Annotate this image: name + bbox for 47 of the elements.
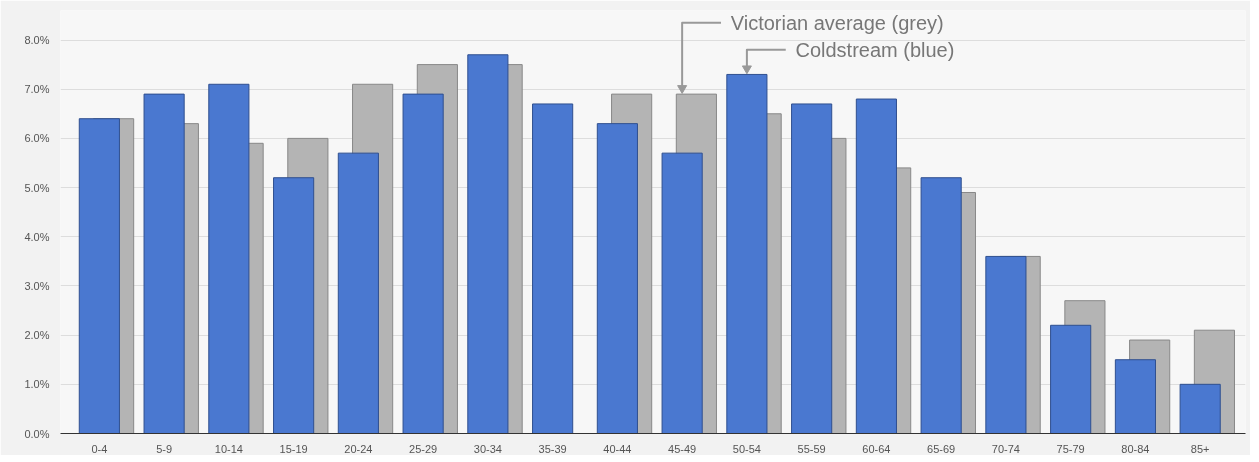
bar — [78, 118, 120, 434]
bar — [726, 73, 768, 434]
bar — [1050, 324, 1092, 434]
x-tick-label: 55-59 — [797, 442, 826, 455]
x-tick-label: 35-39 — [538, 442, 567, 455]
annotation: Victorian average (grey) — [730, 11, 944, 34]
bar — [661, 152, 703, 434]
bar — [337, 152, 379, 434]
x-tick-label: 10-14 — [214, 442, 243, 455]
y-tick-label: 5.0% — [24, 181, 50, 194]
x-tick-label: 65-69 — [927, 442, 956, 455]
bar — [985, 255, 1027, 434]
bar — [208, 83, 250, 434]
x-tick-label: 15-19 — [279, 442, 308, 455]
bar — [791, 103, 833, 434]
y-tick-label: 1.0% — [24, 378, 50, 391]
x-tick-label: 60-64 — [862, 442, 891, 455]
bar — [1179, 383, 1221, 434]
bar — [402, 93, 444, 434]
x-tick-label: 0-4 — [91, 442, 108, 455]
y-tick-label: 0.0% — [24, 427, 50, 440]
x-tick-label: 40-44 — [603, 442, 632, 455]
y-tick-label: 6.0% — [24, 132, 50, 145]
x-tick-label: 80-84 — [1121, 442, 1150, 455]
x-tick-label: 75-79 — [1056, 442, 1085, 455]
y-tick-label: 3.0% — [24, 279, 50, 292]
x-tick-label: 5-9 — [156, 442, 173, 455]
bar — [467, 54, 509, 434]
annotation: Coldstream (blue) — [795, 38, 955, 61]
x-tick-label: 20-24 — [344, 442, 373, 455]
y-tick-label: 2.0% — [24, 329, 50, 342]
x-tick-label: 85+ — [1190, 442, 1210, 455]
y-tick-label: 7.0% — [24, 83, 50, 96]
bar — [273, 177, 315, 434]
bar — [596, 123, 638, 434]
x-tick-label: 30-34 — [473, 442, 502, 455]
y-tick-label: 8.0% — [24, 34, 50, 47]
x-tick-label: 25-29 — [409, 442, 438, 455]
bar — [855, 98, 897, 434]
x-tick-label: 45-49 — [668, 442, 697, 455]
x-tick-label: 70-74 — [991, 442, 1020, 455]
bar — [143, 93, 185, 434]
x-tick-label: 50-54 — [732, 442, 761, 455]
bar — [920, 177, 962, 434]
bar — [1114, 359, 1156, 434]
bar — [532, 103, 574, 434]
y-tick-label: 4.0% — [24, 230, 50, 243]
